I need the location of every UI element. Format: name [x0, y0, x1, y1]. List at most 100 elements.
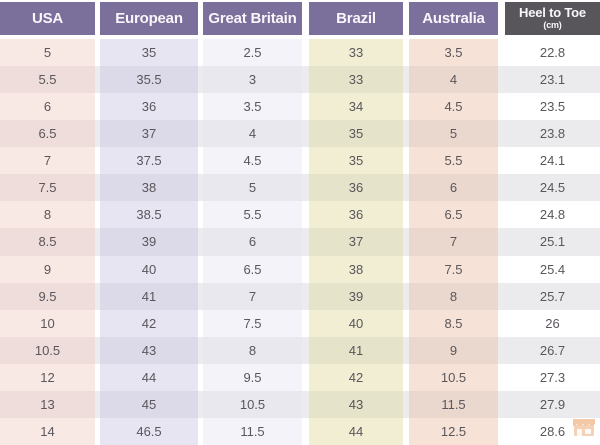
cell-heel_to_toe: 24.8 [505, 201, 600, 229]
cell-australia: 5.5 [409, 147, 498, 175]
cell-great_britain: 10.5 [203, 390, 302, 418]
cell-european: 43 [100, 336, 198, 364]
cell-australia: 11.5 [409, 390, 498, 418]
cell-brazil: 44 [309, 417, 403, 445]
column-header-usa: USA [0, 2, 95, 35]
cell-european: 46.5 [100, 417, 198, 445]
table-row: 9.5 41 7 39 8 25.7 [0, 282, 600, 310]
cell-australia: 8 [409, 282, 498, 310]
cell-usa: 5.5 [0, 66, 95, 94]
column-header-label: USA [31, 9, 64, 27]
table-row: 7.5 38 5 36 6 24.5 [0, 174, 600, 202]
cell-usa: 10.5 [0, 336, 95, 364]
cell-heel_to_toe: 25.4 [505, 255, 600, 283]
table-row: 9 40 6.5 38 7.5 25.4 [0, 255, 600, 283]
cell-brazil: 40 [309, 309, 403, 337]
cell-usa: 5 [0, 39, 95, 67]
cell-australia: 7.5 [409, 255, 498, 283]
cell-australia: 7 [409, 228, 498, 256]
cell-great_britain: 2.5 [203, 39, 302, 67]
cell-heel_to_toe: 26 [505, 309, 600, 337]
table-row: 5 35 2.5 33 3.5 22.8 [0, 39, 600, 67]
cell-great_britain: 4.5 [203, 147, 302, 175]
cell-usa: 9.5 [0, 282, 95, 310]
cell-great_britain: 4 [203, 120, 302, 148]
cell-heel_to_toe: 25.1 [505, 228, 600, 256]
cell-australia: 10.5 [409, 363, 498, 391]
cell-european: 37 [100, 120, 198, 148]
cell-heel_to_toe: 22.8 [505, 39, 600, 67]
cell-great_britain: 6 [203, 228, 302, 256]
cell-brazil: 42 [309, 363, 403, 391]
cell-usa: 9 [0, 255, 95, 283]
table-row: 12 44 9.5 42 10.5 27.3 [0, 363, 600, 391]
column-header-australia: Australia [409, 2, 498, 35]
cell-heel_to_toe: 24.5 [505, 174, 600, 202]
column-header-label: Heel to Toe [519, 5, 586, 21]
cell-australia: 9 [409, 336, 498, 364]
cell-australia: 6 [409, 174, 498, 202]
cell-brazil: 39 [309, 282, 403, 310]
cell-european: 45 [100, 390, 198, 418]
table-row: 10 42 7.5 40 8.5 26 [0, 309, 600, 337]
cell-great_britain: 3.5 [203, 93, 302, 121]
cell-brazil: 35 [309, 120, 403, 148]
cell-heel_to_toe: 23.5 [505, 93, 600, 121]
cell-european: 42 [100, 309, 198, 337]
cell-brazil: 41 [309, 336, 403, 364]
cell-brazil: 35 [309, 147, 403, 175]
cell-heel_to_toe: 23.1 [505, 66, 600, 94]
cell-heel_to_toe: 27.3 [505, 363, 600, 391]
cell-usa: 7.5 [0, 174, 95, 202]
cell-australia: 6.5 [409, 201, 498, 229]
cell-heel_to_toe: 28.6 [505, 417, 600, 445]
cell-brazil: 36 [309, 174, 403, 202]
cell-brazil: 37 [309, 228, 403, 256]
table-row: 10.5 43 8 41 9 26.7 [0, 336, 600, 364]
table-row: 6.5 37 4 35 5 23.8 [0, 120, 600, 148]
cell-usa: 6 [0, 93, 95, 121]
cell-great_britain: 6.5 [203, 255, 302, 283]
store-watermark-icon [571, 416, 597, 443]
cell-great_britain: 11.5 [203, 417, 302, 445]
cell-brazil: 38 [309, 255, 403, 283]
cell-heel_to_toe: 25.7 [505, 282, 600, 310]
cell-european: 44 [100, 363, 198, 391]
cell-european: 41 [100, 282, 198, 310]
table-row: 5.5 35.5 3 33 4 23.1 [0, 66, 600, 94]
column-header-label: European [115, 9, 183, 27]
cell-european: 36 [100, 93, 198, 121]
cell-brazil: 33 [309, 39, 403, 67]
cell-european: 37.5 [100, 147, 198, 175]
cell-european: 40 [100, 255, 198, 283]
table-body: 5 35 2.5 33 3.5 22.8 5.5 35.5 3 33 4 23.1 6 36 3.5 34 4.… [0, 39, 600, 445]
cell-usa: 8.5 [0, 228, 95, 256]
table-row: 7 37.5 4.5 35 5.5 24.1 [0, 147, 600, 175]
cell-australia: 4 [409, 66, 498, 94]
column-header-label: Australia [422, 9, 485, 27]
cell-great_britain: 9.5 [203, 363, 302, 391]
cell-australia: 4.5 [409, 93, 498, 121]
cell-australia: 8.5 [409, 309, 498, 337]
cell-great_britain: 7 [203, 282, 302, 310]
cell-european: 38 [100, 174, 198, 202]
cell-brazil: 33 [309, 66, 403, 94]
cell-heel_to_toe: 24.1 [505, 147, 600, 175]
cell-heel_to_toe: 27.9 [505, 390, 600, 418]
cell-great_britain: 7.5 [203, 309, 302, 337]
cell-australia: 5 [409, 120, 498, 148]
table-row: 13 45 10.5 43 11.5 27.9 [0, 390, 600, 418]
table-row: 6 36 3.5 34 4.5 23.5 [0, 93, 600, 121]
table-row: 8 38.5 5.5 36 6.5 24.8 [0, 201, 600, 229]
cell-usa: 13 [0, 390, 95, 418]
cell-usa: 7 [0, 147, 95, 175]
cell-great_britain: 8 [203, 336, 302, 364]
cell-heel_to_toe: 23.8 [505, 120, 600, 148]
cell-usa: 12 [0, 363, 95, 391]
column-header-sublabel: (cm) [543, 20, 562, 31]
cell-brazil: 43 [309, 390, 403, 418]
cell-usa: 10 [0, 309, 95, 337]
table-header-row: USA European Great Britain Brazil Australia H… [0, 2, 600, 35]
cell-great_britain: 5 [203, 174, 302, 202]
